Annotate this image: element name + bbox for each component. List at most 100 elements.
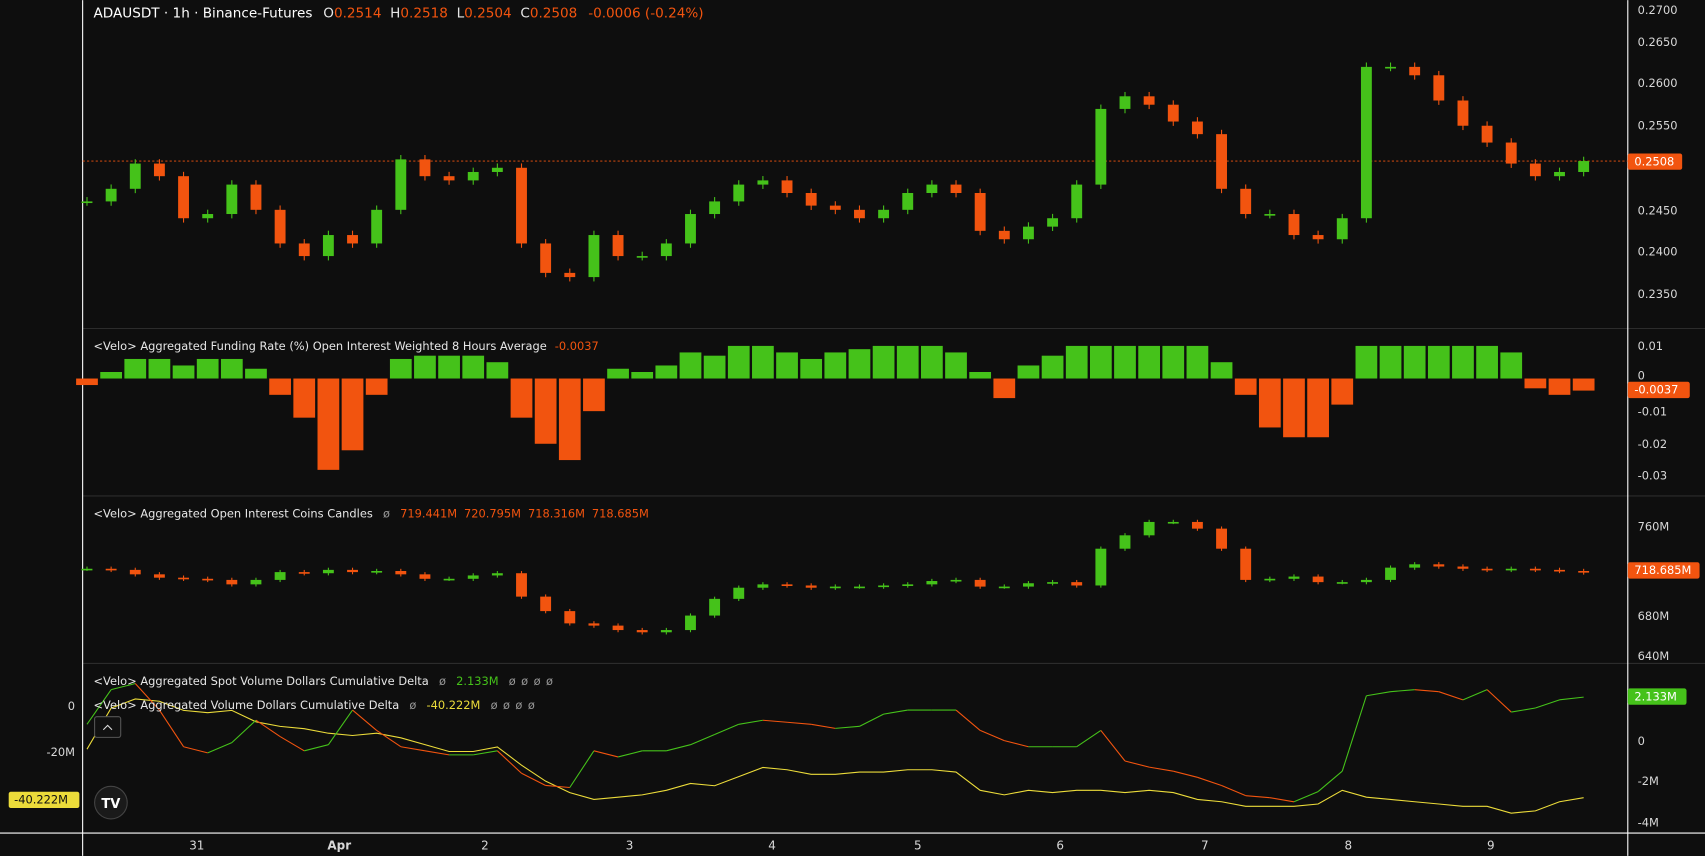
spot-cvd-tick: -2M xyxy=(1638,774,1659,788)
price-candle xyxy=(1578,161,1590,172)
oi-legend[interactable]: <Velo> Aggregated Open Interest Coins Ca… xyxy=(94,507,649,521)
price-candle xyxy=(1457,100,1469,126)
spot-cvd-segment xyxy=(473,750,498,756)
spot-cvd-segment xyxy=(714,723,739,736)
oi-candle xyxy=(805,585,817,588)
all-cvd-last-label: -40.222M xyxy=(14,793,68,807)
price-candle xyxy=(998,230,1010,240)
price-candle xyxy=(902,193,914,210)
spot-cvd-segment xyxy=(1004,740,1029,748)
funding-bar xyxy=(534,378,557,444)
oi-candle xyxy=(178,577,189,580)
price-tick: 0.2550 xyxy=(1638,119,1678,133)
funding-bar xyxy=(245,368,267,379)
oi-candle xyxy=(129,569,141,575)
spot-cvd-segment xyxy=(1535,699,1560,709)
funding-bar xyxy=(414,355,436,379)
oi-candle xyxy=(757,584,769,588)
spot-cvd-segment xyxy=(1511,707,1536,713)
price-candle xyxy=(1167,104,1179,122)
price-candle xyxy=(1385,66,1396,69)
time-label: 6 xyxy=(1056,838,1064,852)
funding-value: -0.0037 xyxy=(555,339,599,353)
price-candle xyxy=(467,171,479,181)
oi-candle xyxy=(829,586,841,589)
funding-bar xyxy=(824,352,847,379)
funding-tick: 0 xyxy=(1638,369,1645,383)
spot-cvd-segment xyxy=(134,683,160,711)
spot-cvd-segment xyxy=(304,744,329,752)
oi-candle xyxy=(202,578,214,581)
price-candle xyxy=(636,256,648,258)
spot-cvd-segment xyxy=(1414,689,1439,693)
funding-bar xyxy=(1017,365,1040,379)
funding-bar xyxy=(1089,345,1112,379)
price-candle xyxy=(878,209,890,219)
time-label: 5 xyxy=(914,838,922,852)
funding-bar xyxy=(752,345,774,379)
price-candle xyxy=(322,235,334,257)
oi-candle xyxy=(1023,583,1034,587)
funding-last-label: -0.0037 xyxy=(1634,383,1678,397)
funding-bar xyxy=(1379,345,1402,379)
all-cvd-legend[interactable]: <Velo> Aggregated Volume Dollars Cumulat… xyxy=(94,698,535,712)
price-candle xyxy=(419,159,431,177)
funding-bar xyxy=(631,372,654,379)
oi-candle xyxy=(1143,521,1155,536)
oi-candle xyxy=(854,586,865,589)
last-price-label: 0.2508 xyxy=(1634,154,1674,168)
price-candle xyxy=(1336,218,1348,240)
funding-bar xyxy=(776,352,798,379)
time-label: 8 xyxy=(1345,838,1353,852)
oi-candle xyxy=(395,570,407,575)
spot-cvd-segment xyxy=(86,689,112,725)
collapse-legend-button[interactable] xyxy=(94,716,122,738)
oi-candle xyxy=(1457,566,1469,569)
oi-candle xyxy=(781,584,793,586)
spot-cvd-segment xyxy=(1100,730,1126,762)
all-cvd-tick: -20M xyxy=(47,745,75,759)
tradingview-logo[interactable]: TV xyxy=(94,785,128,820)
funding-bar xyxy=(1500,352,1523,379)
price-tick: 0.2700 xyxy=(1638,3,1678,17)
spot-cvd-legend[interactable]: <Velo> Aggregated Spot Volume Dollars Cu… xyxy=(94,674,554,688)
spot-cvd-segment xyxy=(1269,797,1295,803)
spot-cvd-last-badge xyxy=(1627,688,1687,705)
oi-candle xyxy=(491,573,503,576)
main-legend[interactable]: ADAUSDT · 1h · Binance-Futures O0.2514 H… xyxy=(94,6,704,22)
oi-candle xyxy=(660,630,672,633)
oi-candle xyxy=(153,574,165,578)
spot-cvd-segment xyxy=(859,713,884,727)
oi-candle xyxy=(540,596,552,612)
oi-candle xyxy=(347,569,358,573)
oi-candle xyxy=(1385,567,1396,580)
price-candle xyxy=(491,167,503,172)
funding-bar xyxy=(317,378,340,470)
oi-candle xyxy=(516,573,527,597)
svg-text:TV: TV xyxy=(101,797,121,812)
oi-candle xyxy=(1433,564,1445,567)
funding-bar xyxy=(100,372,123,379)
funding-bar xyxy=(679,352,702,379)
oi-candle xyxy=(974,579,986,587)
spot-cvd-segment xyxy=(327,709,353,746)
funding-bar xyxy=(1331,378,1354,405)
price-tick: 0.2600 xyxy=(1638,76,1678,90)
oi-candle xyxy=(1264,578,1276,581)
price-candle xyxy=(395,159,407,210)
oi-candle xyxy=(1336,582,1348,584)
funding-bar xyxy=(1186,345,1209,379)
price-candle xyxy=(974,193,986,231)
funding-bar xyxy=(172,365,195,379)
spot-cvd-segment xyxy=(1173,770,1198,778)
price-candle xyxy=(178,176,189,219)
funding-bar xyxy=(1524,378,1547,389)
funding-bar xyxy=(148,358,171,379)
funding-legend[interactable]: <Velo> Aggregated Funding Rate (%) Open … xyxy=(94,339,599,353)
oi-candle xyxy=(322,569,334,574)
spot-cvd-segment xyxy=(883,709,908,715)
funding-bar xyxy=(365,378,388,395)
spot-cvd-segment xyxy=(207,742,233,754)
price-candle xyxy=(129,163,141,189)
